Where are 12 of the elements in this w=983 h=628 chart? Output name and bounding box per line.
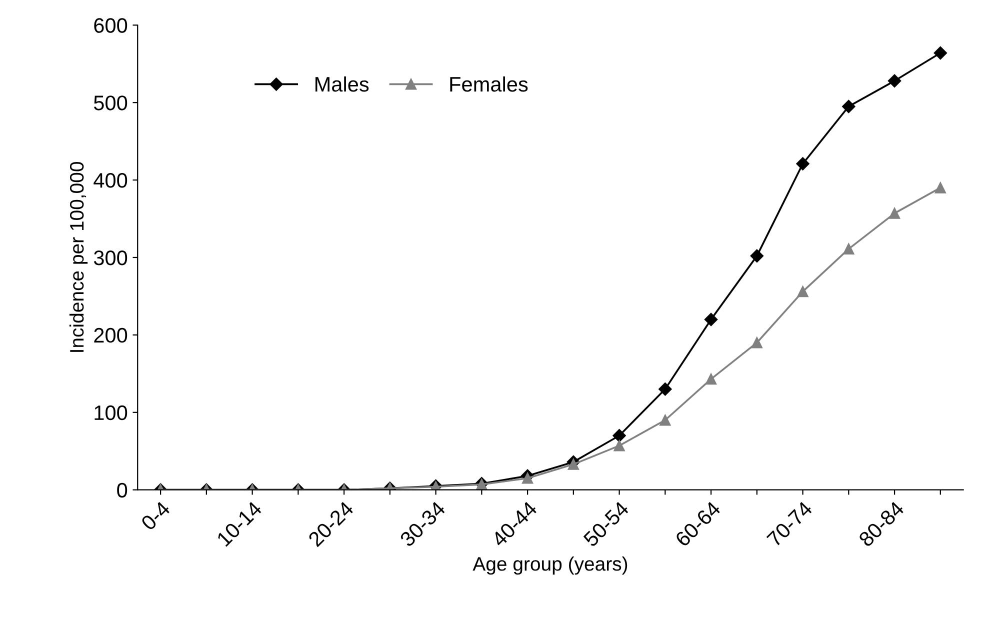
y-tick-label: 500 <box>94 96 128 110</box>
y-tick-label: 600 <box>94 18 128 33</box>
y-tick-label: 0 <box>117 482 128 498</box>
y-tick-label: 300 <box>94 250 128 266</box>
legend-label: Females <box>450 76 528 92</box>
x-axis-title: Age group (years) <box>472 556 628 575</box>
legend-label: Males <box>316 76 369 92</box>
y-axis-title: Incidence per 100,000 <box>69 162 88 352</box>
y-tick-label: 400 <box>94 173 128 188</box>
y-tick-label: 200 <box>94 328 128 343</box>
y-tick-label: 100 <box>94 405 128 420</box>
x-tick-label: 0-4 <box>140 500 171 532</box>
